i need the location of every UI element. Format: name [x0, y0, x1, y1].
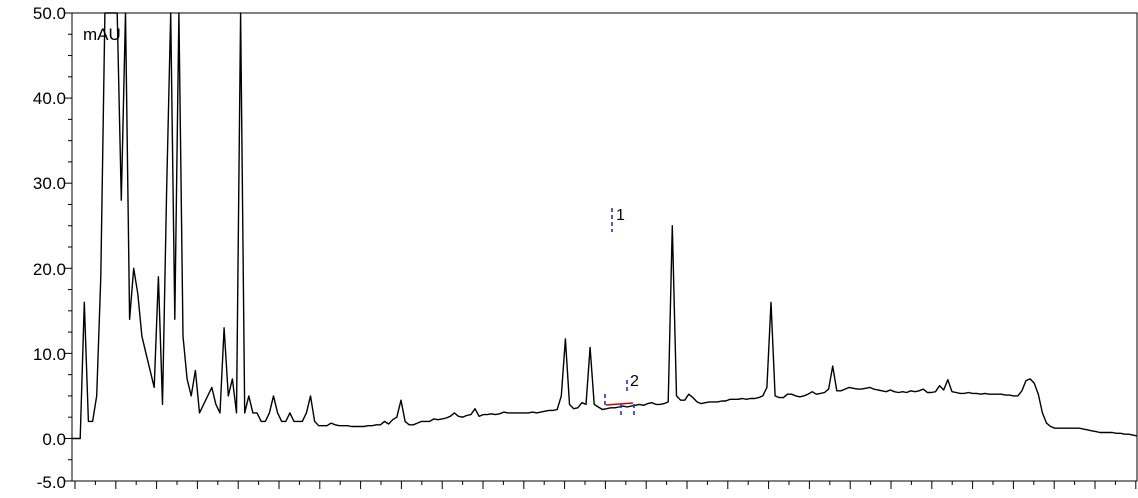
- x-axis-ticks: [74, 481, 1137, 489]
- y-axis-ticks: [65, 12, 72, 482]
- y-tick-label: 10.0: [33, 345, 66, 364]
- y-axis-unit-label: mAU: [83, 25, 121, 44]
- signal-trace: [72, 12, 1138, 440]
- y-tick-label: 50.0: [33, 4, 66, 23]
- y-tick-label: 30.0: [33, 174, 66, 193]
- plot-frame: [71, 12, 1138, 482]
- y-tick-label: 20.0: [33, 260, 66, 279]
- peak-label-2: 2: [630, 373, 639, 390]
- y-tick-label: 40.0: [33, 89, 66, 108]
- y-tick-labels: 50.0 40.0 30.0 20.0 10.0 0.0 -5.0: [33, 4, 66, 492]
- peak-label-1: 1: [616, 207, 625, 224]
- integration-baseline: [605, 402, 634, 406]
- y-tick-label: 0.0: [42, 430, 66, 449]
- y-tick-label: -5.0: [37, 473, 66, 492]
